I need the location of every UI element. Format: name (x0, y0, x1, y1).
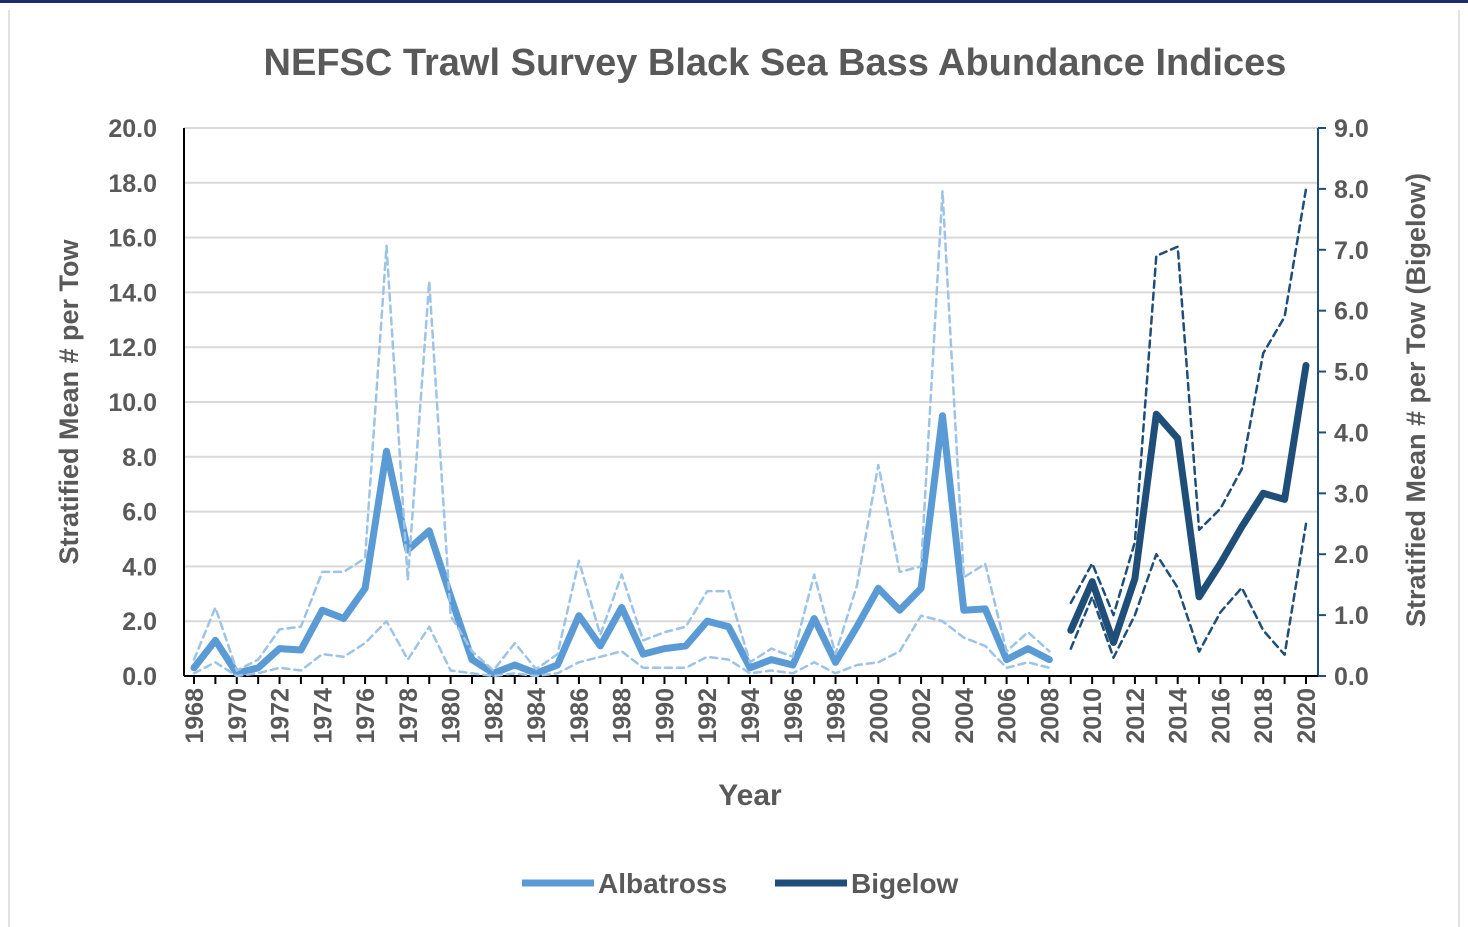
y-tick-label: 20.0 (108, 115, 157, 143)
y2-tick-label: 4.0 (1334, 419, 1369, 447)
x-tick-label: 1992 (694, 688, 722, 744)
y2-tick-label: 0.0 (1334, 663, 1369, 691)
x-tick-label: 1990 (651, 688, 679, 744)
x-tick-label: 1998 (823, 688, 851, 744)
x-tick-label: 2018 (1250, 688, 1278, 744)
x-tick-label: 2004 (951, 688, 979, 744)
x-tick-label: 2014 (1165, 688, 1193, 744)
y2-tick-label: 3.0 (1334, 480, 1369, 508)
x-tick-label: 1996 (780, 688, 808, 744)
y-tick-label: 0.0 (122, 663, 157, 691)
bigelow-ci-line (1069, 522, 1308, 659)
y-tick-label: 2.0 (122, 608, 157, 636)
x-tick-label: 2000 (865, 688, 893, 744)
y-tick-label: 16.0 (108, 225, 157, 253)
x-tick-label: 1986 (566, 688, 594, 744)
x-tick-label: 2010 (1079, 688, 1107, 744)
y-tick-label: 18.0 (108, 170, 157, 198)
y-axis-label: Stratified Mean # per Tow (54, 238, 84, 564)
x-tick-label: 1980 (438, 688, 466, 744)
y-tick-label: 12.0 (108, 334, 157, 362)
y2-tick-label: 8.0 (1334, 176, 1369, 204)
y-tick-label: 10.0 (108, 389, 157, 417)
x-tick-label: 1976 (352, 688, 380, 744)
albatross-ci-line (192, 189, 1051, 672)
x-tick-label: 2012 (1122, 688, 1150, 744)
chart-frame (8, 10, 1460, 927)
x-tick-label: 1984 (523, 688, 551, 744)
x-tick-label: 2002 (908, 688, 936, 744)
albatross-ci-line (192, 614, 1051, 678)
y2-tick-label: 6.0 (1334, 298, 1369, 326)
series-layer (190, 187, 1310, 678)
y2-axis-label: Stratified Mean # per Tow (Bigelow) (1401, 173, 1431, 627)
x-tick-label: 2008 (1036, 688, 1064, 744)
y2-tick-label: 7.0 (1334, 237, 1369, 265)
y-tick-label: 14.0 (108, 279, 157, 307)
grid-lines (184, 127, 1318, 623)
y2-tick-label: 5.0 (1334, 359, 1369, 387)
x-tick-label: 1970 (224, 688, 252, 744)
x-tick-label: 2020 (1293, 688, 1321, 744)
x-axis-label: Year (718, 779, 782, 812)
y2-tick-label: 1.0 (1334, 602, 1369, 630)
x-tick-label: 1988 (609, 688, 637, 744)
x-tick-label: 1994 (737, 688, 765, 744)
y-tick-label: 4.0 (122, 553, 157, 581)
y2-tick-label: 2.0 (1334, 541, 1369, 569)
x-tick-label: 2006 (994, 688, 1022, 744)
axes: 0.0 2.0 4.0 6.0 8.0 10.0 12.0 14.0 16.0 18.0 20.0 0… (108, 115, 1368, 744)
top-accent-bar (0, 0, 1468, 3)
bigelow-series-line (1067, 362, 1310, 646)
y-tick-label: 6.0 (122, 499, 157, 527)
x-tick-label: 1982 (480, 688, 508, 744)
chart-title: NEFSC Trawl Survey Black Sea Bass Abunda… (264, 42, 1287, 84)
x-tick-label: 1974 (309, 688, 337, 744)
albatross-series-line (190, 412, 1053, 677)
x-tick-label: 1972 (267, 688, 295, 744)
legend-label-albatross: Albatross (598, 868, 727, 899)
x-tick-label: 1978 (395, 688, 423, 744)
legend: Albatross Bigelow (522, 868, 959, 899)
y2-tick-label: 9.0 (1334, 115, 1369, 143)
bigelow-ci-line (1069, 187, 1308, 617)
x-tick-label: 1968 (181, 688, 209, 744)
legend-label-bigelow: Bigelow (851, 868, 959, 899)
y-tick-label: 8.0 (122, 444, 157, 472)
x-tick-label: 2016 (1207, 688, 1235, 744)
